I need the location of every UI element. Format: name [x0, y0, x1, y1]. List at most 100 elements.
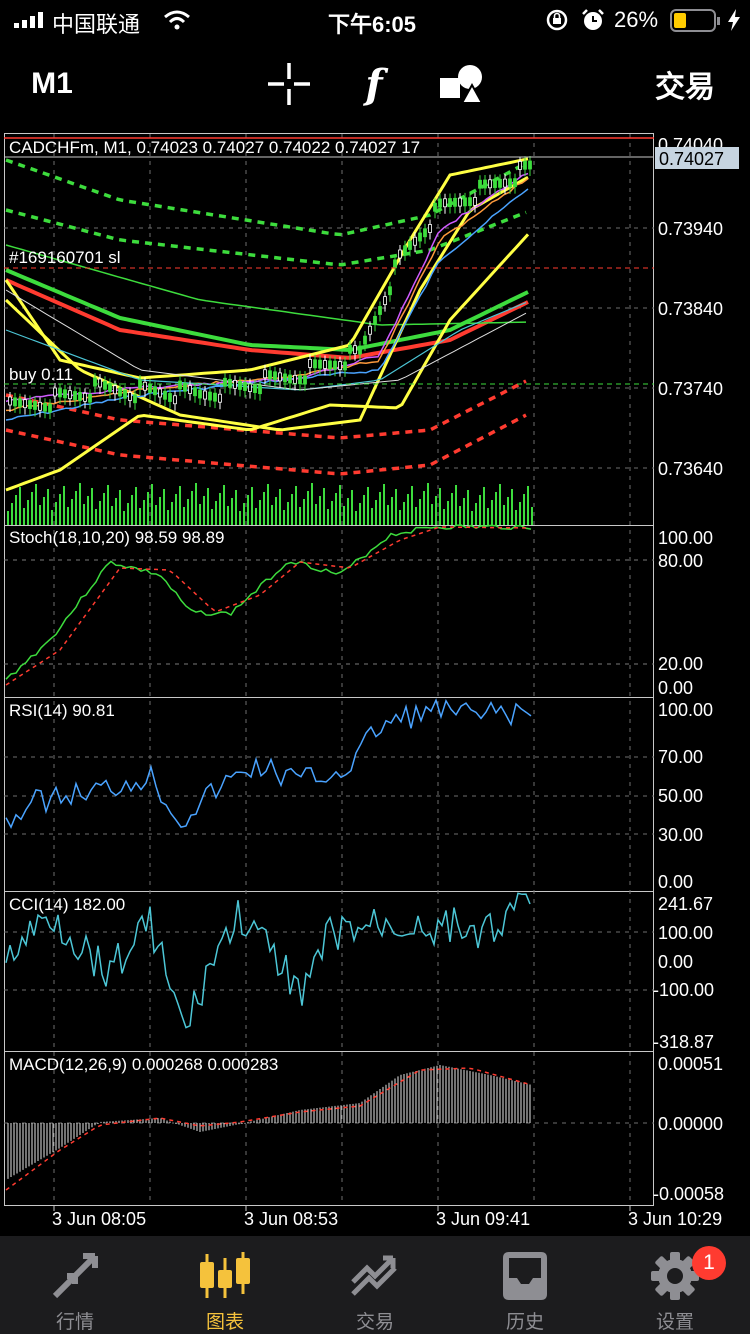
candle-body: [508, 178, 512, 188]
candle-body: [203, 390, 207, 400]
current-price-box: [655, 147, 739, 169]
candle-body: [398, 249, 402, 259]
candle-body: [198, 389, 202, 399]
rsi-line: [5, 698, 532, 829]
candle-body: [468, 197, 472, 207]
candle-body: [443, 198, 447, 208]
candle-body: [128, 392, 132, 401]
objects-button[interactable]: [436, 58, 486, 110]
candle-body: [273, 371, 277, 381]
quotes-icon: [52, 1252, 98, 1298]
charging-icon: [728, 9, 740, 31]
ma-white: [5, 289, 527, 391]
candle-body: [68, 390, 72, 400]
candle-body: [218, 393, 222, 403]
candle-body: [488, 179, 492, 189]
price-pane: [4, 156, 533, 525]
timeframe-button[interactable]: M1: [31, 67, 73, 100]
candle-body: [243, 382, 247, 391]
envelope-upper-outer: [5, 158, 527, 237]
tab-label: 行情: [55, 1312, 94, 1333]
battery-icon: [670, 9, 720, 32]
cci-line: [5, 892, 531, 1029]
tab-label: 设置: [655, 1312, 694, 1333]
stoch-level: 0.00: [658, 678, 693, 698]
candle-body: [323, 360, 327, 369]
candle-body: [178, 380, 182, 390]
tab-label: 交易: [355, 1312, 394, 1333]
candle-body: [313, 359, 317, 369]
candle-body: [13, 397, 17, 407]
bollinger-mid: [4, 175, 529, 432]
candle-body: [463, 197, 467, 207]
envelope-lower-inner: [5, 379, 527, 440]
indicators-button[interactable]: f: [352, 58, 396, 110]
history-icon: [503, 1251, 547, 1300]
candle-body: [328, 360, 332, 370]
candle-body: [88, 393, 92, 403]
candle-body: [458, 197, 462, 207]
candle-body: [378, 306, 382, 315]
price-tick: 0.73940: [658, 219, 723, 239]
candle-body: [223, 377, 227, 387]
symbol-header: CADCHFm, M1, 0.74023 0.74027 0.74022 0.7…: [9, 138, 420, 157]
candle-body: [258, 385, 262, 395]
rsi-level: 70.00: [658, 747, 703, 767]
candle-body: [123, 389, 127, 399]
orientation-lock-icon: [546, 9, 568, 31]
stochastic-pane: [4, 524, 654, 686]
settings-icon: [651, 1251, 699, 1300]
candle-body: [483, 179, 487, 189]
candle-body: [283, 373, 287, 383]
candle-body: [98, 378, 102, 388]
cci-level: 0.00: [658, 952, 693, 972]
stoch-level: 100.00: [658, 528, 713, 548]
candle-body: [188, 385, 192, 394]
candle-body: [173, 395, 177, 405]
candle-body: [63, 389, 67, 399]
rsi-level: 50.00: [658, 786, 703, 806]
rsi-label: RSI(14) 90.81: [9, 701, 115, 720]
rsi-level: 30.00: [658, 825, 703, 845]
candle-body: [278, 372, 282, 382]
candle-body: [193, 387, 197, 397]
cci-pane: [5, 892, 531, 1029]
candle-body: [428, 224, 432, 233]
function-icon: f: [365, 60, 383, 108]
candle-body: [418, 232, 422, 242]
candle-body: [118, 387, 122, 397]
trade-button[interactable]: 交易: [655, 71, 715, 104]
tab-trade[interactable]: 交易: [300, 1236, 450, 1334]
cci-level: -318.87: [653, 1032, 714, 1052]
candle-body: [453, 197, 457, 207]
tab-quotes[interactable]: 行情: [0, 1236, 150, 1334]
crosshair-button[interactable]: [266, 58, 312, 110]
carrier-name: 中国联通: [52, 12, 141, 37]
stoch-label: Stoch(18,10,20) 98.59 98.89: [9, 528, 225, 547]
tab-history[interactable]: 历史: [450, 1236, 600, 1334]
candle-body: [478, 179, 482, 189]
candle-body: [93, 377, 97, 387]
candle-body: [308, 359, 312, 368]
status-bar: 中国联通 下午6:05 26%: [0, 0, 750, 40]
chart-toolbar: M1 f 交易: [0, 40, 750, 130]
chart-area[interactable]: CADCHFm, M1, 0.74023 0.74027 0.74022 0.7…: [0, 130, 750, 1236]
candle-body: [113, 385, 117, 395]
candle-body: [528, 160, 532, 170]
candle-body: [298, 375, 302, 385]
envelope-lower-outer: [5, 413, 527, 476]
candle-body: [48, 403, 52, 413]
candle-body: [523, 160, 527, 170]
candle-body: [148, 384, 152, 393]
candle-body: [38, 401, 42, 411]
shapes-icon: [440, 65, 484, 104]
candle-body: [413, 236, 417, 246]
cci-level: 100.00: [658, 923, 713, 943]
position-label: buy 0.11: [9, 365, 73, 384]
candle-body: [103, 380, 107, 390]
tab-settings[interactable]: 设置 1: [600, 1236, 750, 1334]
candle-body: [338, 361, 342, 370]
tab-charts[interactable]: 图表: [150, 1236, 300, 1334]
candle-body: [333, 360, 337, 370]
stoch-main-line: [5, 524, 532, 680]
